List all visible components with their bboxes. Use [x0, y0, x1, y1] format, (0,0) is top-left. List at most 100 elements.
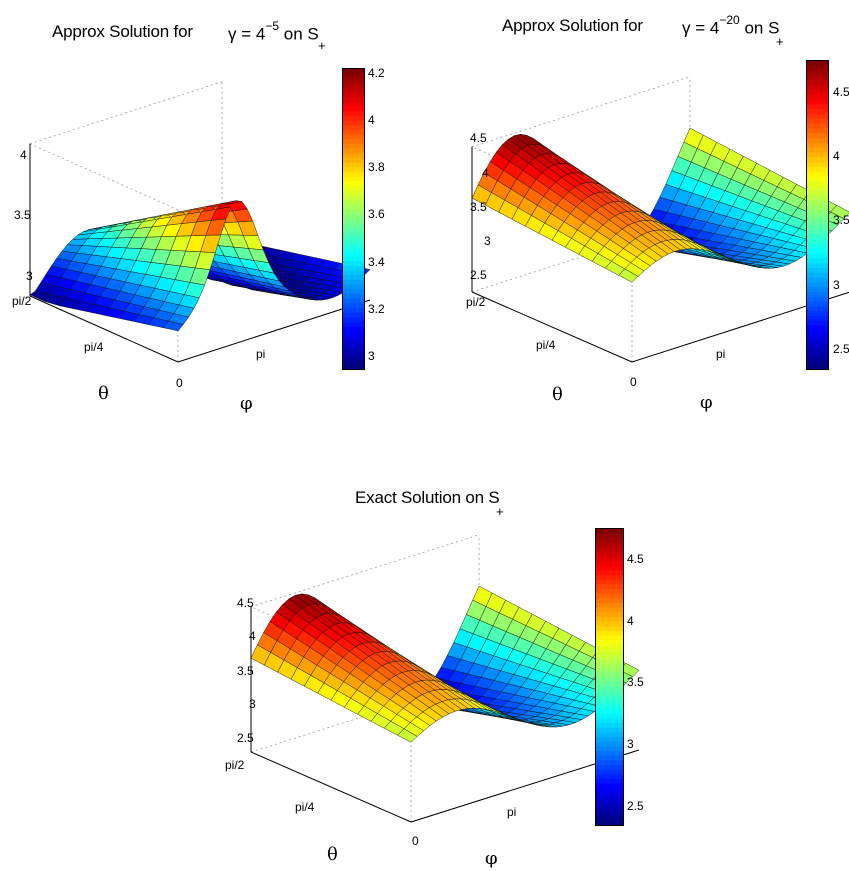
colorbar-step — [596, 760, 623, 766]
colorbar-tick-label: 4.2 — [368, 65, 385, 80]
colorbar-step — [807, 234, 828, 240]
chart-title-subscript-3: + — [496, 504, 504, 519]
colorbar-step — [807, 364, 828, 369]
colorbar-step — [343, 261, 364, 267]
colorbar-step — [807, 181, 828, 187]
grid-line — [471, 76, 691, 148]
colorbar-step — [596, 788, 623, 794]
colorbar-step — [343, 354, 364, 361]
colorbar-step — [596, 755, 623, 761]
colorbar-step — [596, 547, 623, 553]
colorbar-step — [807, 186, 828, 192]
colorbar-step — [807, 301, 828, 308]
colorbar-1 — [342, 68, 365, 370]
colorbar-step — [343, 144, 364, 150]
colorbar-step — [343, 78, 364, 84]
colorbar-step — [343, 158, 364, 164]
grid-line — [29, 81, 223, 145]
surface-plot-1 — [29, 81, 371, 363]
colorbar-step — [596, 658, 623, 664]
colorbar-tick-label: 3.5 — [627, 675, 644, 690]
y-tick-label: 0 — [412, 834, 419, 848]
colorbar-step — [596, 579, 623, 586]
y-tick-label: pi/2 — [466, 295, 486, 309]
colorbar-step — [596, 815, 623, 821]
colorbar-step — [807, 133, 828, 139]
colorbar-step — [807, 267, 828, 274]
chart-panel-3: Exact Solution on S + 4.5 4 3.5 3 2.5 pi… — [215, 470, 645, 870]
y-axis-label: θ — [552, 384, 563, 405]
colorbar-step — [596, 695, 623, 701]
colorbar-step — [343, 331, 364, 337]
colorbar-step — [596, 607, 623, 613]
colorbar-step — [596, 806, 623, 812]
colorbar-step — [807, 166, 828, 173]
colorbar-step — [596, 616, 623, 623]
axis-line — [177, 299, 371, 363]
chart-title-1: Approx Solution for — [52, 22, 193, 41]
chart-panel-2: Approx Solution for γ = 4−20 on S + 4.5 … — [440, 0, 849, 420]
colorbar-step — [807, 142, 828, 149]
colorbar-step — [807, 248, 828, 255]
colorbar-step — [596, 584, 623, 590]
colorbar-step — [596, 723, 623, 729]
colorbar-gradient — [807, 61, 828, 369]
z-tick-label: 2.5 — [470, 268, 487, 282]
colorbar-step — [807, 75, 828, 81]
y-tick-label: pi/2 — [225, 758, 245, 772]
z-tick-label: 4.5 — [470, 131, 487, 145]
z-tick-label: 4.5 — [237, 596, 254, 610]
colorbar-step — [596, 552, 623, 558]
colorbar-step — [596, 751, 623, 757]
colorbar-step — [596, 575, 623, 581]
z-tick-label: 3.5 — [237, 664, 254, 678]
colorbar-step — [343, 312, 364, 319]
y-tick-label: pi/4 — [84, 340, 104, 354]
colorbar-step — [596, 769, 623, 775]
colorbar-step — [596, 811, 623, 817]
colorbar-step — [596, 801, 623, 808]
colorbar-step — [807, 113, 828, 120]
colorbar-step — [343, 219, 364, 225]
colorbar-step — [807, 296, 828, 303]
colorbar-step — [596, 718, 623, 724]
colorbar-step — [807, 229, 828, 235]
colorbar-step — [343, 350, 364, 356]
colorbar-step — [596, 635, 623, 641]
colorbar-step — [596, 538, 623, 544]
y-tick-label: pi/4 — [295, 800, 315, 814]
colorbar-step — [596, 727, 623, 734]
colorbar-step — [596, 737, 623, 743]
chart-panel-1: Approx Solution for γ = 4−5 on S + 4 3.5… — [0, 0, 420, 420]
colorbar-step — [596, 746, 623, 752]
colorbar-step — [807, 292, 828, 298]
colorbar-step — [343, 326, 364, 333]
colorbar-step — [343, 120, 364, 126]
colorbar-step — [343, 214, 364, 220]
colorbar-step — [343, 129, 364, 136]
colorbar-step — [807, 200, 828, 206]
colorbar-step — [807, 243, 828, 250]
colorbar-tick-label: 4.5 — [833, 85, 849, 100]
colorbar-step — [807, 205, 828, 211]
colorbar-step — [343, 153, 364, 159]
z-tick-label: 2.5 — [237, 731, 254, 745]
colorbar-step — [343, 294, 364, 300]
colorbar-step — [596, 667, 623, 673]
colorbar-step — [343, 92, 364, 98]
colorbar-step — [596, 778, 623, 784]
colorbar-step — [596, 566, 623, 572]
colorbar-step — [807, 94, 828, 101]
colorbar-step — [807, 320, 828, 327]
colorbar-step — [807, 147, 828, 154]
axis-line — [250, 751, 412, 823]
colorbar-step — [807, 123, 828, 129]
axis-line — [29, 295, 179, 363]
colorbar-step — [343, 176, 364, 183]
colorbar-step — [807, 325, 828, 332]
colorbar-step — [596, 561, 623, 567]
colorbar-step — [596, 542, 623, 549]
colorbar-step — [596, 732, 623, 738]
colorbar-step — [807, 138, 828, 144]
colorbar-step — [596, 630, 623, 636]
